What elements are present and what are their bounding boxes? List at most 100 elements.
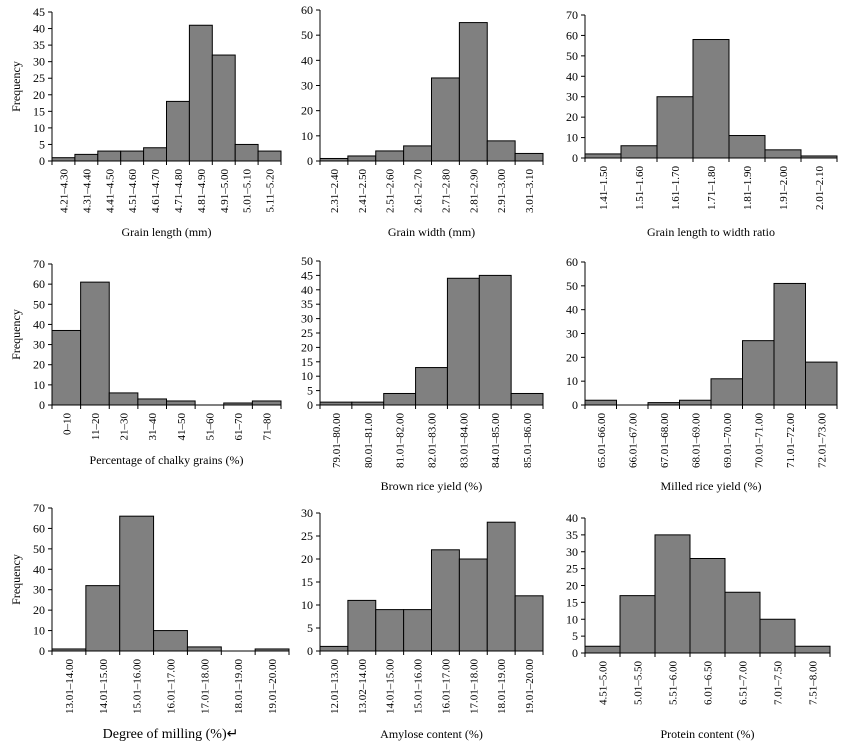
x-tick-label: 4.81–4.90 <box>196 169 208 214</box>
y-axis-title: Frequency <box>9 554 23 605</box>
x-tick-label: 80.01–81.00 <box>363 413 375 469</box>
bar <box>85 585 121 652</box>
x-tick-label: 18.01–19.00 <box>233 659 245 715</box>
bar <box>347 155 377 162</box>
bar <box>458 558 488 652</box>
x-tick-label: 2.91–3.00 <box>496 169 508 214</box>
bar <box>514 152 544 162</box>
y-tick-label: 0 <box>572 398 578 412</box>
y-tick-label: 30 <box>301 312 313 326</box>
x-tick-label: 12.01–13.00 <box>329 659 341 715</box>
bar <box>257 150 282 162</box>
y-tick-label: 40 <box>566 69 578 83</box>
y-tick-label: 15 <box>33 104 45 118</box>
x-tick-label: 61–70 <box>233 413 245 441</box>
bar <box>143 147 168 162</box>
x-tick-label: 1.81–1.90 <box>742 166 754 211</box>
x-tick-label: 15.01–16.00 <box>132 659 144 715</box>
x-tick-label: 2.41–2.50 <box>357 169 369 214</box>
y-tick-label: 5 <box>572 629 578 643</box>
bar <box>137 398 167 406</box>
y-tick-label: 15 <box>301 355 313 369</box>
x-tick-label: 85.01–86.00 <box>522 413 534 469</box>
x-tick-label: 17.01–18.00 <box>468 659 480 715</box>
x-tick-label: 1.61–1.70 <box>670 166 682 211</box>
y-tick-label: 15 <box>301 575 313 589</box>
y-tick-label: 60 <box>566 255 578 269</box>
histogram-panel-2: 0 10 20 30 40 50 60 2.31–2.40 2.41–2.50 2.51–2.60… <box>301 3 544 239</box>
y-tick-label: 0 <box>572 646 578 660</box>
x-tick-label: 66.01–67.00 <box>627 413 639 469</box>
bar <box>584 399 617 406</box>
bar <box>403 145 432 162</box>
x-axis-title: Grain length to width ratio <box>647 225 775 239</box>
bar <box>108 392 139 406</box>
y-tick-label: 25 <box>301 326 313 340</box>
y-tick-label: 35 <box>301 297 313 311</box>
y-tick-label: 10 <box>566 131 578 145</box>
y-tick-label: 25 <box>33 71 45 85</box>
y-tick-label: 10 <box>33 624 45 638</box>
bar <box>234 143 259 162</box>
bar <box>514 595 544 652</box>
x-tick-label: 2.81–2.90 <box>468 169 480 214</box>
x-tick-label: 13.01–14.00 <box>64 659 76 715</box>
y-tick-label: 25 <box>566 562 578 576</box>
y-tick-label: 40 <box>33 22 45 36</box>
y-tick-label: 30 <box>301 506 313 520</box>
y-tick-label: 30 <box>301 79 313 93</box>
x-tick-label: 2.01–2.10 <box>814 166 826 211</box>
x-tick-label: 31–40 <box>147 413 159 441</box>
x-tick-label: 2.71–2.80 <box>440 169 452 214</box>
bar <box>510 392 544 406</box>
y-tick-label: 70 <box>33 501 45 515</box>
y-tick-label: 30 <box>566 545 578 559</box>
x-tick-label: 71–80 <box>262 413 274 441</box>
x-tick-label: 1.51–1.60 <box>634 166 646 211</box>
bar <box>251 400 282 406</box>
x-tick-label: 1.41–1.50 <box>598 166 610 211</box>
x-tick-label: 69.01–70.00 <box>722 413 734 469</box>
y-tick-label: 40 <box>566 511 578 525</box>
y-tick-label: 40 <box>301 53 313 67</box>
y-tick-label: 45 <box>33 5 45 19</box>
x-tick-label: 2.51–2.60 <box>385 169 397 214</box>
y-tick-label: 5 <box>307 621 313 635</box>
y-tick-label: 40 <box>301 283 313 297</box>
x-tick-label: 16.01–17.00 <box>440 659 452 715</box>
bar <box>80 281 110 406</box>
y-tick-label: 50 <box>301 28 313 42</box>
y-tick-label: 30 <box>33 338 45 352</box>
x-tick-label: 2.61–2.70 <box>413 169 425 214</box>
y-tick-label: 0 <box>39 154 45 168</box>
x-tick-label: 14.01–15.00 <box>98 659 110 715</box>
x-tick-label: 14.01–15.00 <box>385 659 397 715</box>
y-tick-label: 10 <box>33 378 45 392</box>
x-tick-label: 4.21–4.30 <box>58 169 70 214</box>
bar <box>51 329 82 406</box>
x-axis-title: Percentage of chalky grains (%) <box>90 453 244 467</box>
histogram-panel-6: 0 10 20 30 40 50 60 65.01–66.00 66.01–67.00 67.01… <box>566 255 838 493</box>
y-axis-title: Frequency <box>9 309 23 360</box>
y-tick-label: 0 <box>39 644 45 658</box>
y-tick-label: 10 <box>301 129 313 143</box>
y-tick-label: 30 <box>566 327 578 341</box>
y-tick-label: 20 <box>33 358 45 372</box>
bar <box>794 645 831 654</box>
y-tick-label: 30 <box>33 55 45 69</box>
bar <box>415 367 448 406</box>
y-tick-label: 30 <box>33 583 45 597</box>
x-tick-label: 13.02–14.00 <box>357 659 369 715</box>
x-tick-label: 17.01–18.00 <box>199 659 211 715</box>
x-tick-label: 82.01–83.00 <box>427 413 439 469</box>
y-tick-label: 20 <box>301 552 313 566</box>
bar <box>74 153 99 162</box>
x-tick-label: 1.71–1.80 <box>706 166 718 211</box>
y-tick-label: 20 <box>301 104 313 118</box>
y-tick-label: 35 <box>33 38 45 52</box>
y-tick-label: 0 <box>307 644 313 658</box>
y-tick-label: 20 <box>566 579 578 593</box>
y-tick-label: 10 <box>566 612 578 626</box>
